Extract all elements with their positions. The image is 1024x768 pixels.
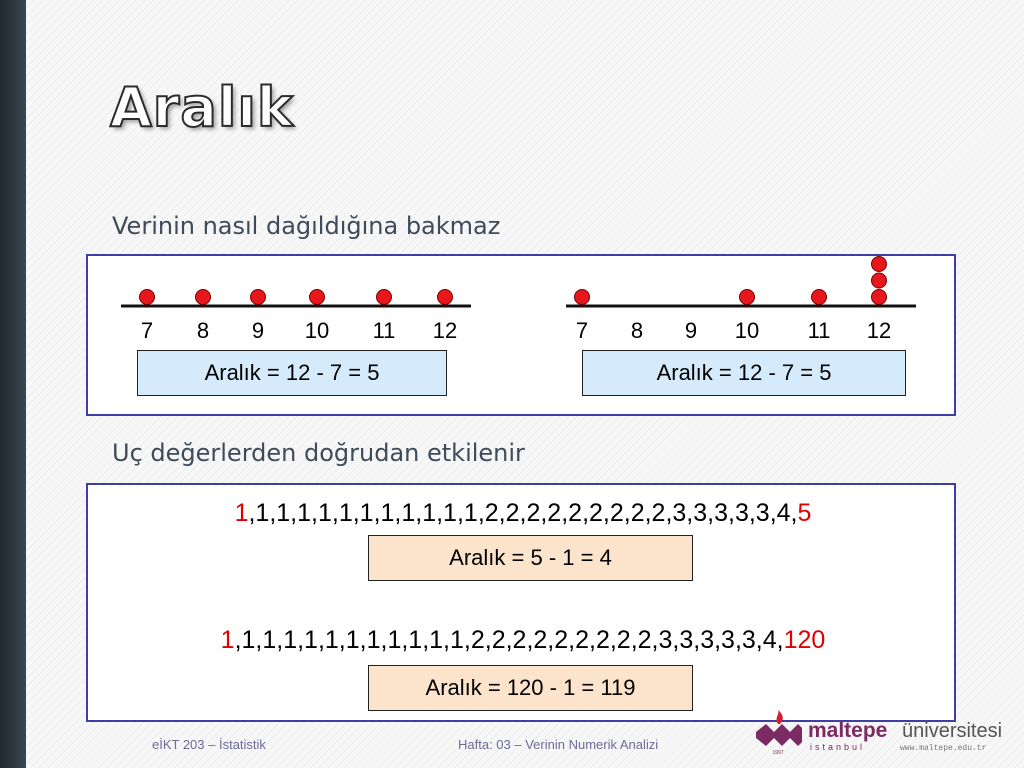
right-plot-dot-12-3 xyxy=(871,256,887,272)
right-range-box: Aralık = 12 - 7 = 5 xyxy=(582,350,906,396)
right-dot-plot: 7 8 9 10 11 12 xyxy=(574,256,891,343)
left-plot-tick-label-7: 7 xyxy=(141,318,153,343)
right-plot-tick-label-7: 7 xyxy=(576,318,588,343)
left-plot-dot-7-1 xyxy=(139,289,155,305)
series-1-last-value: 5 xyxy=(797,499,812,527)
right-plot-dot-10-1 xyxy=(739,289,755,305)
left-plot-dot-8-1 xyxy=(195,289,211,305)
right-plot-tick-label-10: 10 xyxy=(735,318,759,343)
series-1-middle-values: ,1,1,1,1,1,1,1,1,1,1,1,2,2,2,2,2,2,2,2,2… xyxy=(248,499,798,527)
slide-title: Aralık xyxy=(109,75,294,140)
right-plot-dot-7-1 xyxy=(574,289,590,305)
series-2: 1,1,1,1,1,1,1,1,1,1,1,1,2,2,2,2,2,2,2,2,… xyxy=(88,626,958,655)
left-plot-tick-label-12: 12 xyxy=(433,318,457,343)
right-plot-dot-11-1 xyxy=(811,289,827,305)
right-plot-tick-label-9: 9 xyxy=(685,318,697,343)
series-2-middle-values: ,1,1,1,1,1,1,1,1,1,1,1,2,2,2,2,2,2,2,2,2… xyxy=(234,626,784,654)
logo-mark-icon: 1997 xyxy=(756,710,802,756)
logo-city: istanbul xyxy=(810,742,865,752)
left-plot-dot-11-1 xyxy=(376,289,392,305)
series-2-last-value: 120 xyxy=(783,626,826,654)
series-1-first-value: 1 xyxy=(234,499,249,527)
left-range-box: Aralık = 12 - 7 = 5 xyxy=(137,350,447,396)
series-1: 1,1,1,1,1,1,1,1,1,1,1,1,2,2,2,2,2,2,2,2,… xyxy=(88,499,958,528)
left-plot-dot-10-1 xyxy=(309,289,325,305)
series-2-first-value: 1 xyxy=(220,626,235,654)
left-accent-bar xyxy=(0,0,26,768)
left-plot-tick-label-9: 9 xyxy=(252,318,264,343)
left-plot-tick-label-10: 10 xyxy=(305,318,329,343)
left-plot-tick-label-8: 8 xyxy=(197,318,209,343)
logo-year: 1997 xyxy=(772,750,783,756)
dot-plots-canvas: 7 8 9 10 11 12 7 8 9 10 11 12 xyxy=(121,256,916,343)
right-plot-dot-12-1 xyxy=(871,289,887,305)
right-plot-tick-label-8: 8 xyxy=(631,318,643,343)
series-2-range-box: Aralık = 120 - 1 = 119 xyxy=(368,665,693,711)
right-plot-dot-12-2 xyxy=(871,272,887,289)
left-dot-plot: 7 8 9 10 11 12 xyxy=(139,289,457,343)
left-plot-dot-9-1 xyxy=(250,289,266,305)
logo-suffix: üniversitesi xyxy=(902,720,1002,742)
logo-url: www.maltepe.edu.tr xyxy=(900,744,987,753)
footer-course: eİKT 203 – İstatistik xyxy=(152,737,266,752)
left-plot-dot-12-1 xyxy=(437,289,453,305)
right-plot-tick-label-11: 11 xyxy=(808,318,831,343)
section1-heading: Verinin nasıl dağıldığına bakmaz xyxy=(112,212,501,240)
series-1-range-box: Aralık = 5 - 1 = 4 xyxy=(368,535,693,581)
left-plot-tick-label-11: 11 xyxy=(373,318,396,343)
section2-heading: Uç değerlerden doğrudan etkilenir xyxy=(112,439,525,467)
logo-name: maltepe xyxy=(808,719,887,742)
dot-plot-panel: 7 8 9 10 11 12 7 8 9 10 11 12 Aralık = 12 - 7 = 5 … xyxy=(86,254,956,416)
right-plot-tick-label-12: 12 xyxy=(867,318,891,343)
maltepe-university-logo: 1997 maltepe üniversitesi istanbul www.m… xyxy=(756,710,1002,756)
series-panel: 1,1,1,1,1,1,1,1,1,1,1,1,2,2,2,2,2,2,2,2,… xyxy=(86,483,956,722)
footer-week: Hafta: 03 – Verinin Numerik Analizi xyxy=(458,737,659,752)
